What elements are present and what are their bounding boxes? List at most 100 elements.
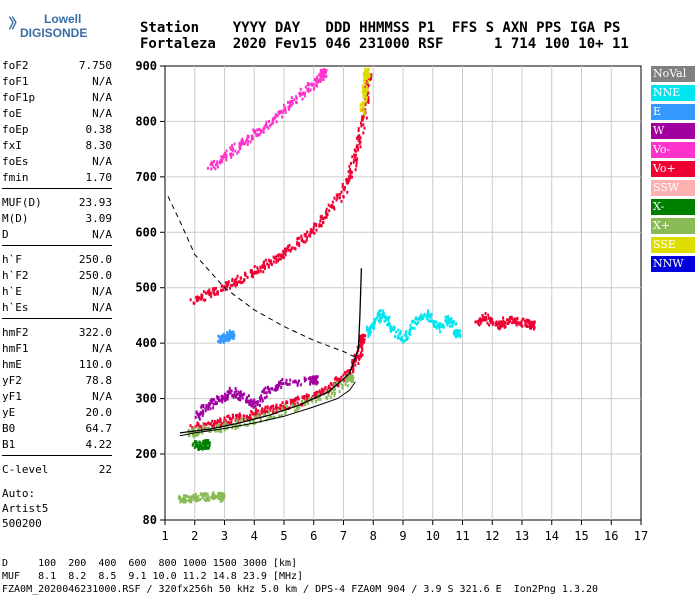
param-row: yF1 N/A — [2, 389, 112, 405]
data-point — [209, 291, 212, 295]
data-point — [275, 388, 278, 391]
data-point — [289, 398, 292, 402]
data-point — [267, 417, 270, 421]
profile-curve — [179, 381, 356, 437]
data-point — [217, 419, 220, 423]
data-point — [275, 258, 278, 262]
data-point — [246, 136, 249, 140]
data-point — [378, 315, 381, 319]
data-point — [433, 320, 436, 324]
data-point — [221, 397, 224, 401]
data-point — [452, 320, 455, 324]
param-row: foE N/A — [2, 106, 112, 122]
data-point — [327, 203, 330, 207]
data-point — [300, 239, 303, 242]
data-point — [311, 396, 314, 400]
data-point — [364, 80, 367, 84]
data-point — [328, 209, 331, 213]
data-point — [227, 414, 230, 418]
data-point — [257, 270, 260, 274]
x-tick-label: 5 — [280, 529, 287, 543]
data-point — [248, 402, 251, 406]
data-point — [326, 388, 329, 392]
data-point — [409, 326, 412, 330]
data-point — [251, 269, 253, 273]
data-point — [196, 423, 199, 427]
data-point — [273, 416, 276, 419]
data-point — [254, 271, 257, 274]
data-point — [202, 403, 205, 407]
data-point — [365, 85, 368, 89]
data-point — [259, 266, 262, 270]
param-key: fxI — [2, 139, 22, 152]
data-point — [507, 322, 510, 326]
data-point — [256, 133, 259, 137]
data-point — [277, 110, 280, 114]
data-point — [263, 391, 266, 395]
data-point — [205, 426, 208, 430]
distance-line: D 100 200 400 600 800 1000 1500 3000 [km… — [2, 558, 298, 569]
x-tick-label: 17 — [634, 529, 648, 543]
data-point — [325, 215, 328, 219]
data-point — [262, 412, 265, 416]
data-point — [336, 384, 339, 388]
data-point — [365, 98, 368, 102]
data-point — [349, 175, 352, 178]
data-point — [197, 432, 200, 436]
data-point — [287, 248, 290, 252]
data-point — [214, 421, 217, 425]
data-point — [261, 407, 264, 411]
data-point — [501, 324, 504, 328]
param-key: M(D) — [2, 212, 29, 225]
parameter-panel: foF2 7.750 foF1 N/A foF1p N/A foE N/A foEp 0.38 fx… — [2, 58, 112, 478]
data-point — [303, 94, 306, 98]
data-point — [234, 394, 237, 398]
data-point — [234, 424, 237, 427]
data-point — [270, 123, 273, 126]
data-point — [270, 405, 273, 409]
param-key: B0 — [2, 422, 16, 435]
data-point — [335, 381, 337, 385]
data-point — [217, 334, 220, 338]
data-point — [213, 420, 216, 423]
param-value: 3.09 — [85, 212, 113, 225]
data-point — [236, 281, 239, 285]
data-point — [313, 393, 316, 397]
param-row: hmE 110.0 — [2, 357, 112, 373]
data-point — [234, 427, 237, 431]
param-value: 0.38 — [85, 123, 113, 136]
data-point — [224, 152, 227, 155]
data-point — [214, 286, 217, 290]
data-point — [317, 393, 320, 397]
data-point — [432, 324, 435, 328]
data-point — [518, 322, 521, 326]
data-point — [327, 387, 330, 391]
data-point — [335, 376, 337, 380]
data-point — [224, 155, 227, 159]
data-point — [238, 412, 241, 416]
data-point — [381, 315, 384, 318]
y-tick-label: 900 — [135, 59, 157, 73]
data-point — [298, 236, 301, 240]
data-point — [210, 496, 213, 500]
data-point — [231, 147, 234, 151]
data-point — [222, 332, 225, 336]
data-point — [263, 408, 266, 411]
data-point — [257, 409, 260, 413]
data-point — [422, 314, 425, 318]
data-point — [369, 76, 372, 79]
data-point — [297, 397, 300, 401]
data-point — [408, 331, 411, 335]
data-point — [347, 175, 350, 179]
data-point — [262, 389, 265, 393]
data-point — [277, 259, 279, 263]
data-point — [342, 195, 345, 198]
data-point — [271, 121, 274, 125]
data-point — [318, 79, 321, 83]
data-point — [217, 491, 220, 495]
data-point — [268, 389, 270, 393]
data-point — [320, 217, 323, 221]
data-point — [192, 427, 195, 431]
data-point — [333, 394, 336, 398]
data-point — [366, 87, 369, 91]
